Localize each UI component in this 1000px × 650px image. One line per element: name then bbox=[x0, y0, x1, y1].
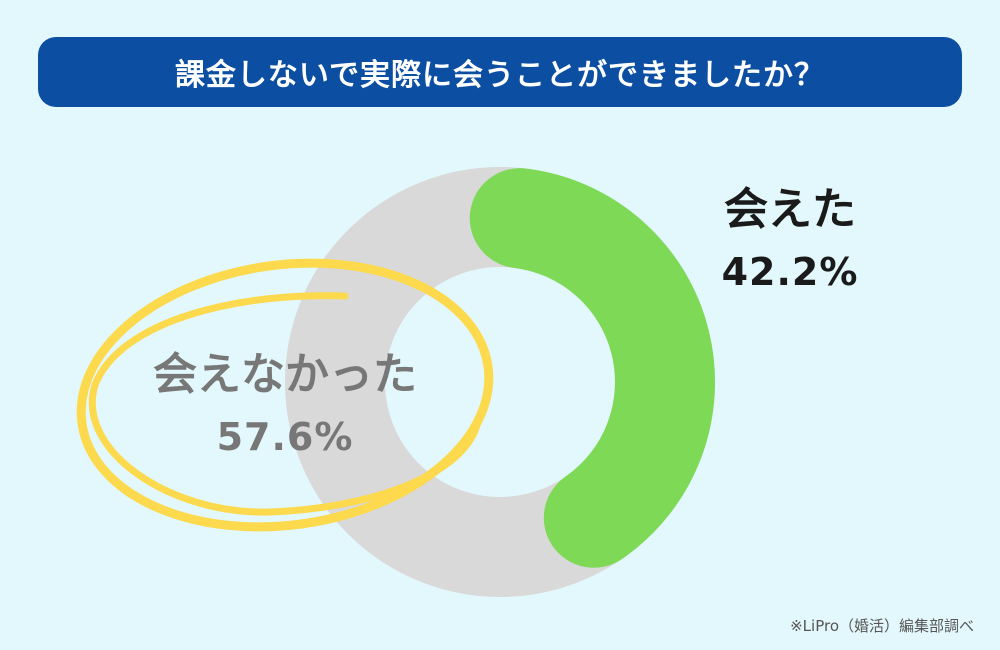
highlight-ellipse-outer bbox=[76, 258, 494, 532]
highlight-stroke-inner bbox=[89, 292, 482, 516]
value-label-met: 42.2% bbox=[721, 250, 859, 294]
category-label-met: 会えた bbox=[724, 184, 856, 235]
chart-title: 課金しないで実際に会うことができましたか？ bbox=[174, 58, 826, 93]
title-bar: 課金しないで実際に会うことができましたか？ bbox=[38, 37, 962, 107]
source-footnote: ※LiPro（婚活）編集部調べ bbox=[790, 617, 974, 635]
slice-label-met: 会えた 42.2% bbox=[690, 180, 890, 304]
slice-met bbox=[469, 168, 715, 568]
slice-label-not-met: 会えなかった 57.6% bbox=[120, 345, 450, 469]
category-label-not-met: 会えなかった bbox=[153, 349, 417, 400]
value-label-not-met: 57.6% bbox=[216, 415, 354, 459]
